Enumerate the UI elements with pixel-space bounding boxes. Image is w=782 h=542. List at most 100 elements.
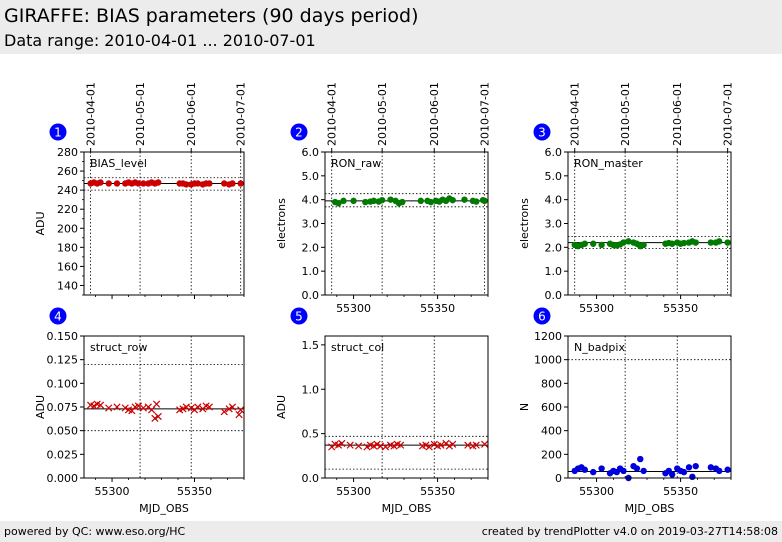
panel-number: 3 (538, 126, 546, 140)
x-axis-label: MJD_OBS (382, 502, 432, 515)
top-date-label: 2010-06-01 (185, 82, 198, 146)
data-point (105, 180, 112, 187)
data-point (637, 455, 644, 463)
data-point (481, 440, 489, 448)
data-point (461, 196, 468, 203)
data-point (373, 440, 381, 448)
data-point (724, 466, 731, 473)
x-tick-label: 55300 (579, 485, 614, 498)
y-tick-label: 0.0 (302, 472, 320, 485)
x-tick-label: 55350 (177, 485, 212, 498)
data-point (205, 403, 213, 411)
chart-panel-6: 0 200 400 600 800 1000 1200 55300 55350 N_badpix N… (518, 307, 732, 515)
chart-panel-1: 140 160 180 200 220 240 260 280 2010-04-01 2010-0… (34, 82, 248, 299)
data-point (350, 197, 357, 205)
data-point (390, 442, 398, 450)
y-tick-label: 1.5 (302, 339, 320, 352)
panel-title: struct_row (90, 341, 147, 354)
data-point (228, 403, 237, 411)
top-date-label: 2010-06-01 (428, 82, 441, 146)
data-point (113, 180, 121, 187)
data-point (220, 408, 228, 416)
data-point (625, 238, 632, 245)
data-point (472, 441, 480, 449)
data-point (135, 180, 142, 187)
y-tick-label: 6.0 (545, 146, 563, 159)
y-tick-label: 3.0 (545, 218, 563, 231)
data-point (481, 197, 488, 205)
top-date-label: 2010-05-01 (619, 82, 632, 146)
y-axis-label: ADU (34, 211, 47, 235)
y-tick-label: 0.025 (47, 448, 79, 461)
y-tick-label: 0 (555, 472, 562, 485)
top-date-label: 2010-05-01 (376, 82, 389, 146)
data-point (430, 440, 438, 448)
x-tick-label: 55350 (663, 302, 698, 315)
data-point (620, 467, 627, 475)
data-point (354, 442, 363, 450)
y-tick-label: 6.0 (302, 146, 320, 159)
data-point (590, 240, 597, 247)
data-point (370, 197, 377, 205)
data-point (427, 198, 435, 206)
y-tick-label: 0.000 (47, 472, 79, 485)
y-tick-label: 140 (57, 279, 78, 292)
y-tick-label: 5.0 (302, 170, 320, 183)
y-tick-label: 1.0 (545, 265, 563, 278)
panel-title: struct_col (331, 341, 384, 354)
y-tick-label: 600 (541, 401, 562, 414)
plot-frame (324, 151, 489, 296)
y-tick-label: 0.150 (47, 330, 79, 343)
data-point (724, 239, 731, 246)
y-tick-label: 0.0 (545, 289, 563, 302)
data-point (598, 241, 605, 249)
data-point (237, 406, 245, 414)
data-point (154, 412, 162, 421)
data-point (90, 402, 98, 410)
top-date-label: 2010-07-01 (479, 82, 492, 146)
panel-number: 5 (295, 310, 303, 324)
y-tick-label: 220 (57, 203, 78, 216)
x-axis-label: MJD_OBS (625, 502, 675, 515)
y-tick-label: 280 (57, 146, 78, 159)
panel-title: N_badpix (574, 341, 625, 354)
data-point (206, 180, 213, 187)
y-axis-label: electrons (518, 198, 531, 249)
y-tick-label: 260 (57, 165, 78, 178)
data-point (334, 441, 343, 449)
footer-bar: powered by QC: www.eso.org/HC created by… (0, 521, 782, 542)
plot-frame (567, 151, 732, 296)
x-axis-label: MJD_OBS (139, 502, 189, 515)
data-point (445, 442, 453, 450)
y-tick-label: 0.5 (302, 428, 320, 441)
top-date-label: 2010-04-01 (326, 82, 339, 146)
y-tick-label: 2.0 (545, 241, 563, 254)
x-tick-label: 55350 (420, 302, 455, 315)
data-point (155, 179, 162, 186)
data-point (437, 441, 445, 449)
data-point (581, 466, 589, 473)
y-tick-label: 0.0 (302, 289, 320, 302)
data-point (134, 402, 143, 410)
chart-panel-2: 0.0 1.0 2.0 3.0 4.0 5.0 6.0 55300 55350 2010-04-0… (275, 82, 492, 315)
panel-title: RON_raw (331, 157, 381, 170)
data-point (396, 441, 405, 449)
y-tick-label: 200 (541, 448, 562, 461)
y-tick-label: 800 (541, 377, 562, 390)
data-point (235, 410, 243, 419)
y-tick-label: 1200 (534, 330, 562, 343)
y-tick-label: 1.0 (302, 383, 320, 396)
x-tick-label: 55350 (663, 485, 698, 498)
data-point (340, 197, 347, 205)
data-point (97, 179, 104, 186)
plot-frame (567, 335, 732, 479)
data-point (692, 239, 699, 246)
y-axis-label: electrons (275, 198, 288, 249)
data-point (449, 196, 456, 204)
y-tick-label: 240 (57, 184, 78, 197)
data-point (335, 200, 342, 207)
data-point (590, 468, 597, 476)
top-date-label: 2010-07-01 (722, 82, 735, 146)
data-point (598, 465, 605, 472)
data-point (378, 196, 386, 204)
